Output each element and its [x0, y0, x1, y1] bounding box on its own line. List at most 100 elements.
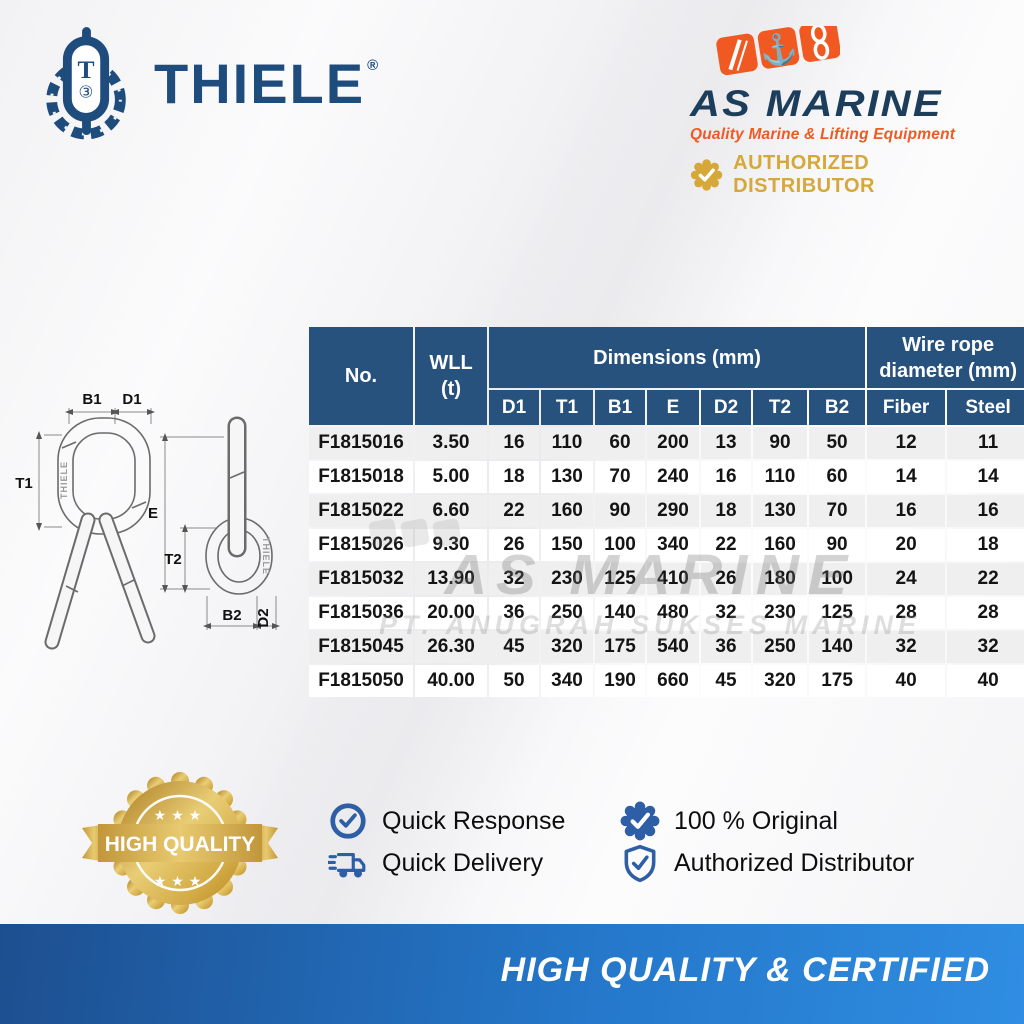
value-cell: 16 — [947, 495, 1024, 527]
part-number-cell: F1815016 — [309, 427, 413, 459]
value-cell: 70 — [809, 495, 866, 527]
value-cell: 20 — [867, 529, 946, 561]
value-cell: 9.30 — [415, 529, 487, 561]
registered-mark: ® — [367, 57, 379, 75]
part-number-cell: F1815026 — [309, 529, 413, 561]
value-cell: 90 — [809, 529, 866, 561]
value-cell: 125 — [809, 597, 866, 629]
value-cell: 340 — [541, 665, 593, 697]
value-cell: 24 — [867, 563, 946, 595]
feature-original: 100 % Original — [620, 800, 968, 842]
asmarine-logo-block: ⚓ AS MARINE Quality Marine & Lifting Equ… — [690, 20, 1010, 198]
table-row: F1815032 13.90 32 230 125 410 26 180 100 24 22 — [309, 563, 1024, 595]
value-cell: 13 — [701, 427, 751, 459]
subcol-e: E — [647, 390, 699, 425]
value-cell: 14 — [947, 461, 1024, 493]
value-cell: 18 — [489, 461, 539, 493]
value-cell: 18 — [947, 529, 1024, 561]
link-engraving-left: THIELE — [59, 461, 69, 499]
part-number-cell: F1815045 — [309, 631, 413, 663]
wll-line2: (t) — [441, 378, 461, 400]
col-header-no: No. — [309, 327, 413, 425]
features: Quick Response 100 % Original — [328, 800, 968, 884]
gold-rosette-check-icon — [690, 159, 723, 191]
asmarine-wordmark: AS MARINE — [690, 83, 943, 124]
delivery-truck-icon — [328, 853, 366, 878]
feature-quick-delivery: Quick Delivery — [328, 842, 620, 884]
thiele-chain-icon: T ③ — [46, 27, 126, 140]
spec-table: No. WLL (t) Dimensions (mm) Wire rope di… — [307, 325, 1024, 699]
badge-label: HIGH QUALITY — [105, 833, 256, 856]
value-cell: 14 — [867, 461, 946, 493]
value-cell: 140 — [595, 597, 645, 629]
value-cell: 16 — [489, 427, 539, 459]
link-engraving-right: THIELE — [261, 537, 271, 575]
subcol-fiber: Fiber — [867, 390, 946, 425]
value-cell: 70 — [595, 461, 645, 493]
table-row: F1815022 6.60 22 160 90 290 18 130 70 16 16 — [309, 495, 1024, 527]
dim-b1-label: B1 — [82, 391, 101, 408]
value-cell: 150 — [541, 529, 593, 561]
value-cell: 18 — [701, 495, 751, 527]
value-cell: 60 — [809, 461, 866, 493]
value-cell: 175 — [809, 665, 866, 697]
value-cell: 190 — [595, 665, 645, 697]
table-row: F1815016 3.50 16 110 60 200 13 90 50 12 11 — [309, 427, 1024, 459]
value-cell: 32 — [489, 563, 539, 595]
value-cell: 3.50 — [415, 427, 487, 459]
value-cell: 130 — [753, 495, 807, 527]
subcol-t1: T1 — [541, 390, 593, 425]
value-cell: 40.00 — [415, 665, 487, 697]
value-cell: 26.30 — [415, 631, 487, 663]
wll-line1: WLL — [429, 352, 473, 374]
value-cell: 660 — [647, 665, 699, 697]
feature-label: Quick Response — [382, 806, 566, 835]
footer-banner: HIGH QUALITY & CERTIFIED — [0, 924, 1024, 1024]
value-cell: 230 — [753, 597, 807, 629]
feature-label: Quick Delivery — [382, 848, 544, 877]
value-cell: 140 — [809, 631, 866, 663]
value-cell: 11 — [947, 427, 1024, 459]
value-cell: 26 — [701, 563, 751, 595]
asmarine-tagline: Quality Marine & Lifting Equipment — [690, 126, 956, 143]
table-row: F1815036 20.00 36 250 140 480 32 230 125 28 28 — [309, 597, 1024, 629]
value-cell: 6.60 — [415, 495, 487, 527]
value-cell: 50 — [809, 427, 866, 459]
authorized-distributor-row: AUTHORIZED DISTRIBUTOR — [690, 152, 1010, 198]
subcol-d2: D2 — [701, 390, 751, 425]
clock-check-icon — [330, 803, 366, 839]
value-cell: 20.00 — [415, 597, 487, 629]
value-cell: 130 — [541, 461, 593, 493]
value-cell: 45 — [489, 631, 539, 663]
subcol-d1: D1 — [489, 390, 539, 425]
feature-label: Authorized Distributor — [674, 848, 915, 877]
dim-d2-label: D2 — [255, 608, 272, 627]
part-number-cell: F1815022 — [309, 495, 413, 527]
feature-authorized: Authorized Distributor — [620, 842, 968, 884]
rosette-check-icon — [620, 801, 660, 841]
subcol-b1: B1 — [595, 390, 645, 425]
value-cell: 40 — [867, 665, 946, 697]
col-header-dimensions: Dimensions (mm) — [489, 327, 866, 388]
svg-text:⚓: ⚓ — [758, 29, 800, 69]
value-cell: 230 — [541, 563, 593, 595]
subcol-t2: T2 — [753, 390, 807, 425]
dim-b2-label: B2 — [222, 607, 241, 624]
value-cell: 250 — [541, 597, 593, 629]
footer-banner-text: HIGH QUALITY & CERTIFIED — [500, 950, 990, 989]
value-cell: 90 — [753, 427, 807, 459]
value-cell: 160 — [541, 495, 593, 527]
authorized-distributor-label: AUTHORIZED DISTRIBUTOR — [733, 152, 875, 197]
value-cell: 90 — [595, 495, 645, 527]
value-cell: 290 — [647, 495, 699, 527]
part-number-cell: F1815018 — [309, 461, 413, 493]
value-cell: 12 — [867, 427, 946, 459]
value-cell: 410 — [647, 563, 699, 595]
high-quality-badge: ★★★ HIGH QUALITY ★★★ — [82, 772, 278, 914]
value-cell: 240 — [647, 461, 699, 493]
dim-e-label: E — [148, 505, 158, 522]
value-cell: 22 — [701, 529, 751, 561]
subcol-b2: B2 — [809, 390, 866, 425]
part-number-cell: F1815036 — [309, 597, 413, 629]
